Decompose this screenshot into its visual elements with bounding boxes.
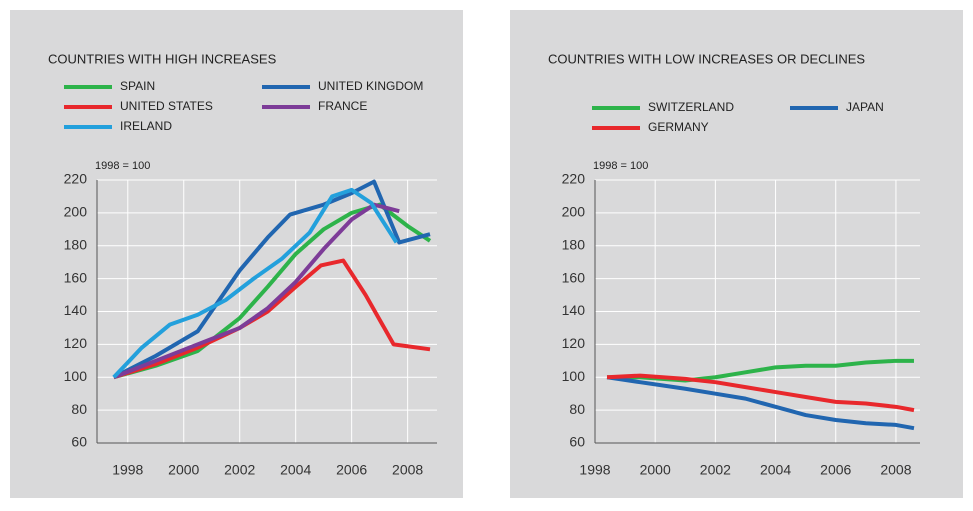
legend-label: GERMANY (648, 120, 709, 134)
x-tick-label: 2000 (168, 462, 199, 478)
chart-title: COUNTRIES WITH LOW INCREASES OR DECLINES (548, 51, 865, 66)
x-tick-label: 2004 (280, 462, 311, 478)
y-tick-label: 180 (64, 236, 88, 252)
chart-title: COUNTRIES WITH HIGH INCREASES (48, 51, 277, 66)
y-tick-label: 120 (64, 335, 88, 351)
y-tick-label: 220 (64, 171, 88, 187)
y-tick-label: 220 (562, 171, 586, 187)
line (113, 258, 431, 380)
line (606, 375, 915, 431)
subtitle: 1998 = 100 (95, 160, 150, 172)
line (606, 373, 915, 413)
legend-label: UNITED STATES (120, 99, 213, 113)
y-tick-label: 160 (64, 269, 88, 285)
x-tick-label: 2008 (392, 462, 423, 478)
panel (510, 10, 963, 498)
x-tick-label: 2000 (640, 462, 671, 478)
x-tick-label: 1998 (579, 462, 610, 478)
y-tick-label: 140 (64, 302, 88, 318)
x-tick-label: 2002 (224, 462, 255, 478)
y-tick-label: 160 (562, 269, 586, 285)
legend-label: UNITED KINGDOM (318, 79, 423, 93)
legend-label: JAPAN (846, 100, 884, 114)
line (112, 187, 399, 379)
y-tick-label: 120 (562, 335, 586, 351)
y-tick-label: 180 (562, 236, 586, 252)
y-tick-label: 100 (64, 368, 88, 384)
subtitle: 1998 = 100 (593, 160, 648, 172)
x-tick-label: 1998 (112, 462, 143, 478)
legend-label: SWITZERLAND (648, 100, 734, 114)
x-tick-label: 2006 (820, 462, 851, 478)
y-tick-label: 200 (562, 204, 586, 220)
panel (10, 10, 463, 498)
y-tick-label: 140 (562, 302, 586, 318)
x-tick-label: 2008 (880, 462, 911, 478)
line (113, 202, 400, 380)
x-tick-label: 2006 (336, 462, 367, 478)
legend-label: SPAIN (120, 79, 155, 93)
line (112, 179, 431, 380)
y-tick-label: 60 (569, 434, 585, 450)
x-tick-label: 2004 (760, 462, 791, 478)
x-tick-label: 2002 (700, 462, 731, 478)
legend-label: IRELAND (120, 119, 172, 133)
y-tick-label: 80 (569, 401, 585, 417)
legend-label: FRANCE (318, 99, 367, 113)
y-tick-label: 100 (562, 368, 586, 384)
y-tick-label: 80 (71, 401, 87, 417)
y-tick-label: 60 (71, 434, 87, 450)
y-tick-label: 200 (64, 204, 88, 220)
line (113, 202, 432, 380)
